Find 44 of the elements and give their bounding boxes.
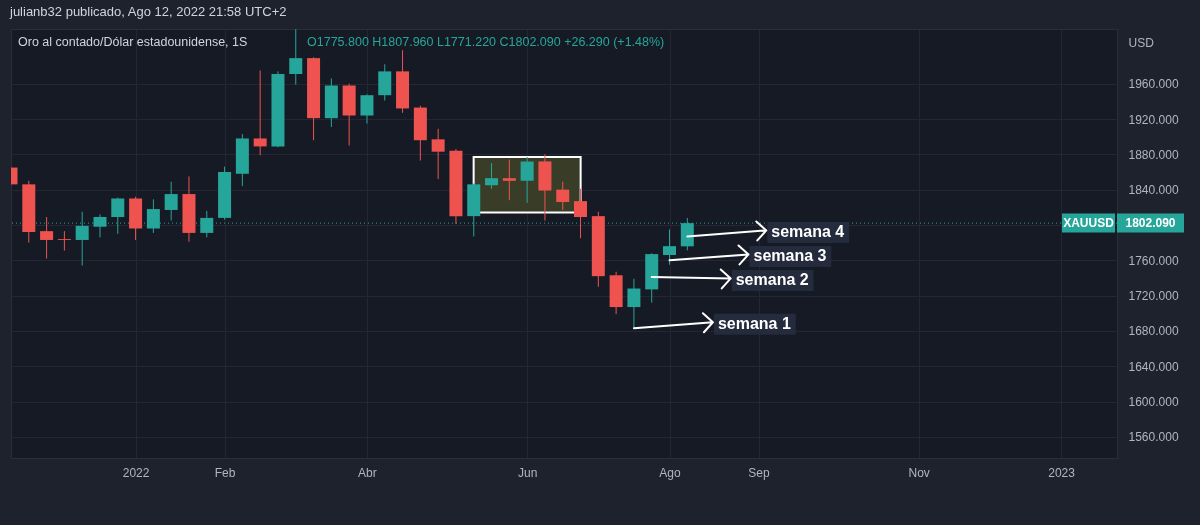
candlestick: [164, 181, 178, 222]
candlestick: [520, 156, 534, 204]
candlestick: [627, 278, 641, 329]
candlestick: [431, 128, 445, 180]
y-tick-label: 1840.000: [1128, 183, 1179, 198]
y-tick-label: 1760.000: [1128, 253, 1179, 268]
y-tick-label: 1880.000: [1128, 147, 1179, 162]
y-tick-label: 1600.000: [1128, 395, 1179, 410]
candlestick: [40, 216, 54, 260]
y-tick-label: 1680.000: [1128, 324, 1179, 339]
x-tick-label: Feb: [214, 465, 236, 480]
candlestick: [200, 210, 214, 238]
annotation: semana 1: [717, 315, 791, 333]
candlestick: [556, 181, 570, 211]
y-tick-label: 1720.000: [1128, 289, 1179, 304]
annotation: semana 3: [753, 247, 827, 265]
y-tick-label: 1560.000: [1128, 430, 1179, 445]
text: Oro al contado/Dólar estadounidense, 1S: [18, 35, 248, 49]
x-tick-label: Sep: [748, 465, 770, 480]
candlestick: [57, 230, 71, 252]
x-tick-label: Ago: [659, 465, 682, 480]
ref-line-label: XAUUSD: [1063, 216, 1115, 231]
candlestick: [360, 93, 374, 124]
y-tick-label: 1920.000: [1128, 112, 1179, 127]
y-tick-label: 1960.000: [1128, 77, 1179, 92]
annotation: O1775.800 H1807.960 L1771.220 C1802.090 +26.290 (+1.48%): [307, 35, 665, 49]
candlestick: [378, 63, 392, 101]
text: julianb32 publicado, Ago 12, 2022 21:58 UTC+2: [9, 4, 287, 19]
x-tick-label: 2022: [122, 465, 150, 480]
candlestick: [502, 159, 516, 201]
text: 1802.090: [1125, 216, 1176, 231]
y-axis-title: USD: [1128, 35, 1155, 50]
x-tick-label: Nov: [908, 465, 930, 480]
annotation: semana 2: [735, 271, 809, 289]
candlestick: [253, 69, 267, 156]
candlestick: [485, 162, 499, 190]
y-tick-label: 1640.000: [1128, 359, 1179, 374]
annotation: semana 4: [771, 223, 845, 241]
candlestick: [574, 188, 588, 239]
candlestick: [289, 29, 303, 86]
x-tick-label: Abr: [358, 465, 377, 480]
x-tick-label: 2023: [1048, 465, 1076, 480]
x-tick-label: Jun: [517, 465, 538, 480]
candlestick: [663, 228, 677, 266]
